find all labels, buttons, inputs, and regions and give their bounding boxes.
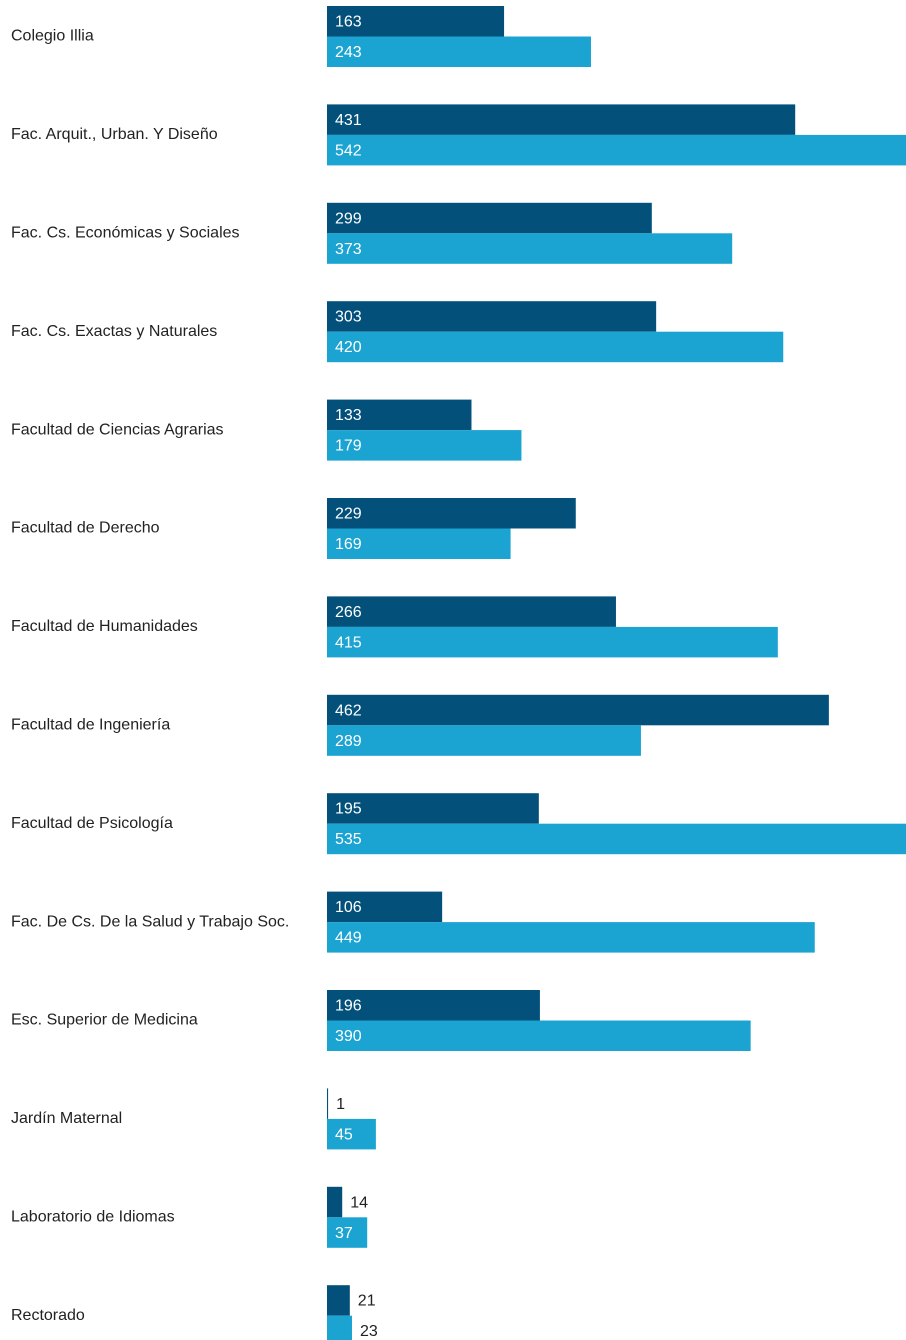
category-label: Rectorado xyxy=(11,1307,85,1324)
bar xyxy=(327,1020,751,1051)
bar xyxy=(327,922,815,953)
bar xyxy=(327,331,784,363)
value-label: 299 xyxy=(335,210,362,227)
value-label: 542 xyxy=(335,142,362,159)
category-label: Fac. De Cs. De la Salud y Trabajo Soc. xyxy=(11,913,289,930)
bar xyxy=(327,1118,376,1150)
value-label: 1 xyxy=(336,1096,345,1113)
value-label: 195 xyxy=(335,801,362,818)
bar xyxy=(327,528,511,559)
category-label: Facultad de Humanidades xyxy=(11,618,198,635)
category-label: Facultad de Ciencias Agrarias xyxy=(11,421,224,438)
bar xyxy=(327,1285,350,1316)
category-label: Fac. Arquit., Urban. Y Diseño xyxy=(11,126,218,143)
value-label: 21 xyxy=(358,1293,376,1310)
category-label: Colegio Illia xyxy=(11,28,94,45)
category-label: Facultad de Ingeniería xyxy=(11,717,170,734)
bar xyxy=(327,596,616,627)
value-label: 169 xyxy=(335,536,362,553)
bar xyxy=(327,1186,343,1218)
bar xyxy=(327,1217,368,1248)
value-label: 133 xyxy=(335,407,362,424)
category-label: Fac. Cs. Económicas y Sociales xyxy=(11,225,240,242)
bar xyxy=(327,134,906,166)
bar xyxy=(327,6,505,37)
category-label: Fac. Cs. Exactas y Naturales xyxy=(11,323,217,340)
bar xyxy=(327,990,540,1021)
bar xyxy=(327,725,641,756)
bar xyxy=(327,498,576,529)
bar xyxy=(327,1088,329,1119)
value-label: 303 xyxy=(335,309,362,326)
bar xyxy=(327,694,829,726)
category-label: Jardín Maternal xyxy=(11,1110,122,1127)
value-label: 431 xyxy=(335,112,362,129)
category-label: Esc. Superior de Medicina xyxy=(11,1012,198,1029)
value-label: 415 xyxy=(335,634,362,651)
bar xyxy=(327,301,657,332)
category-label: Facultad de Derecho xyxy=(11,520,160,537)
bar xyxy=(327,399,472,431)
bar xyxy=(327,823,906,855)
bar xyxy=(327,233,733,264)
bar xyxy=(327,104,796,135)
value-label: 196 xyxy=(335,997,362,1014)
value-label: 45 xyxy=(335,1126,353,1143)
value-label: 373 xyxy=(335,241,362,258)
value-label: 289 xyxy=(335,733,362,750)
value-label: 266 xyxy=(335,604,362,621)
value-label: 535 xyxy=(335,831,362,848)
value-label: 449 xyxy=(335,930,362,947)
bar xyxy=(327,1315,352,1340)
value-label: 106 xyxy=(335,899,362,916)
bar xyxy=(327,430,522,461)
bar xyxy=(327,202,652,234)
bar xyxy=(327,891,443,923)
value-label: 179 xyxy=(335,438,362,455)
category-label: Laboratorio de Idiomas xyxy=(11,1209,175,1226)
value-label: 23 xyxy=(360,1323,378,1340)
value-label: 163 xyxy=(335,13,362,30)
value-label: 14 xyxy=(350,1194,368,1211)
category-label: Facultad de Psicología xyxy=(11,815,173,832)
value-label: 243 xyxy=(335,44,362,61)
value-label: 37 xyxy=(335,1225,353,1242)
value-label: 229 xyxy=(335,505,362,522)
bar xyxy=(327,626,778,658)
bar xyxy=(327,36,591,67)
value-label: 462 xyxy=(335,702,362,719)
bar xyxy=(327,793,539,824)
value-label: 420 xyxy=(335,339,362,356)
value-label: 390 xyxy=(335,1028,362,1045)
